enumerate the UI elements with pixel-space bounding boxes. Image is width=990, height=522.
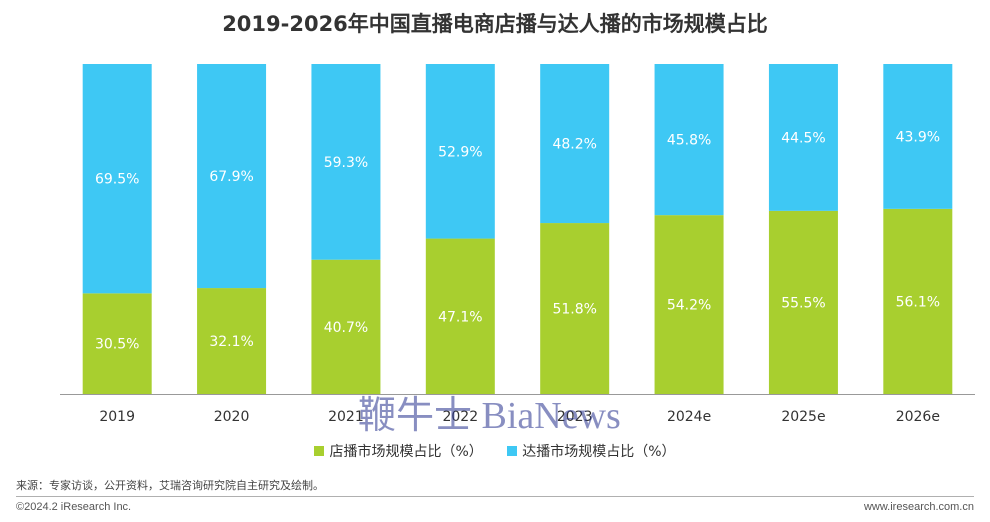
data-label-store-2021: 40.7% — [324, 320, 368, 336]
stacked-bar-chart: 30.5% 69.5% 2019 32.1% 67.9% 2020 40.7% 59.3% 20… — [60, 64, 975, 425]
legend: 店播市场规模占比（%） 达播市场规模占比（%） — [0, 441, 990, 461]
data-label-store-2022: 47.1% — [438, 309, 482, 325]
data-label-influencer-2020: 67.9% — [209, 169, 253, 185]
bar-influencer-2026e — [883, 64, 953, 209]
legend-label-store: 店播市场规模占比（%） — [329, 444, 483, 460]
data-label-influencer-2019: 69.5% — [95, 172, 139, 188]
bar-influencer-2024e — [654, 64, 724, 216]
bar-store-2021 — [311, 259, 381, 394]
watermark: 鞭牛士 BiaNews — [358, 395, 621, 437]
bar-influencer-2025e — [768, 64, 838, 211]
legend-swatch-store — [314, 446, 325, 456]
bar-store-2020 — [197, 288, 267, 394]
bar-store-2022 — [425, 238, 495, 394]
bar-store-2025e — [768, 210, 838, 394]
bar-store-2019 — [82, 293, 152, 394]
bar-influencer-2023 — [540, 64, 610, 224]
data-label-influencer-2026e: 43.9% — [896, 129, 940, 145]
legend-label-influencer: 达播市场规模占比（%） — [522, 444, 676, 460]
x-tick-label-2025e: 2025e — [781, 409, 825, 425]
x-tick-label-2020: 2020 — [214, 409, 250, 425]
data-label-store-2026e: 56.1% — [896, 294, 940, 310]
bar-store-2026e — [883, 208, 953, 394]
x-tick-label-2019: 2019 — [99, 409, 135, 425]
data-label-influencer-2022: 52.9% — [438, 144, 482, 160]
legend-item-store: 店播市场规模占比（%） — [314, 441, 483, 461]
bar-influencer-2020 — [197, 64, 267, 289]
chart-title: 2019-2026年中国直播电商店播与达人播的市场规模占比 — [222, 12, 768, 36]
bar-influencer-2019 — [82, 64, 152, 294]
data-label-store-2020: 32.1% — [209, 334, 253, 350]
data-label-store-2025e: 55.5% — [781, 295, 825, 311]
data-label-store-2019: 30.5% — [95, 337, 139, 353]
legend-swatch-influencer — [507, 446, 518, 456]
data-label-influencer-2024e: 45.8% — [667, 133, 711, 149]
copyright: ©2024.2 iResearch Inc. — [16, 501, 132, 513]
bar-influencer-2021 — [311, 64, 381, 260]
x-tick-label-2026e: 2026e — [896, 409, 940, 425]
data-label-influencer-2025e: 44.5% — [781, 130, 825, 146]
legend-item-influencer: 达播市场规模占比（%） — [507, 441, 676, 461]
bar-store-2024e — [654, 215, 724, 394]
data-label-store-2024e: 54.2% — [667, 298, 711, 314]
x-tick-label-2024e: 2024e — [667, 409, 711, 425]
x-tick-label-2022: 2022 — [442, 409, 478, 425]
bar-store-2023 — [540, 223, 610, 394]
source-note: 来源：专家访谈，公开资料，艾瑞咨询研究院自主研究及绘制。 — [16, 479, 324, 492]
x-tick-label-2023: 2023 — [557, 409, 593, 425]
data-label-influencer-2021: 59.3% — [324, 155, 368, 171]
footer-divider — [16, 496, 974, 497]
data-label-store-2023: 51.8% — [552, 302, 596, 318]
bar-influencer-2022 — [425, 64, 495, 239]
x-tick-label-2021: 2021 — [328, 409, 364, 425]
data-label-influencer-2023: 48.2% — [552, 137, 596, 153]
website-url: www.iresearch.com.cn — [863, 501, 974, 513]
